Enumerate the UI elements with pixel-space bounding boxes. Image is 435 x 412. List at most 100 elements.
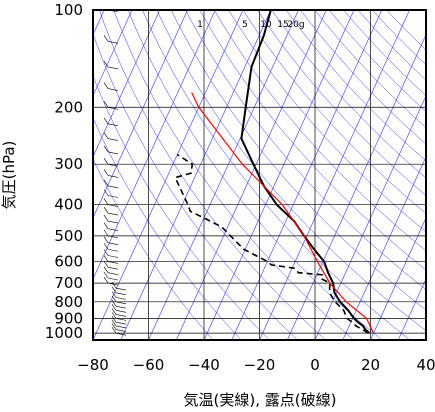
dry-adiabat-line: [156, 10, 426, 332]
isotherm-line: [93, 10, 216, 280]
mixing-ratio-label: 15: [277, 20, 288, 30]
dry-adiabat-line: [93, 33, 298, 340]
wind-barb-flag: [103, 206, 109, 214]
wind-barb-flag: [103, 145, 109, 153]
y-tick-label: 800: [54, 293, 83, 311]
isotherm-line: [397, 278, 426, 340]
wind-barb: [115, 321, 127, 325]
wind-barb: [107, 195, 119, 198]
wind-barb: [115, 332, 127, 336]
wind-barb-flag: [103, 158, 109, 165]
wind-barb: [115, 314, 127, 317]
wind-barb: [107, 204, 119, 207]
wind-barb-flag: [111, 295, 117, 303]
isotherm-line: [314, 95, 426, 340]
wind-barb-flag: [103, 222, 109, 229]
isotherm-line: [148, 10, 299, 340]
mixing-ratio-label: 5: [242, 20, 248, 30]
dry-adiabat-line: [113, 10, 354, 340]
wind-barb: [107, 266, 119, 270]
wind-barb: [107, 66, 119, 70]
wind-barb: [115, 301, 127, 305]
dry-adiabat-line: [199, 10, 426, 271]
wind-barb: [107, 175, 119, 178]
wind-barb-flag: [111, 304, 117, 311]
y-tick-label: 900: [54, 309, 83, 327]
wind-barb-flag: [103, 261, 109, 268]
dry-adiabat-line: [300, 10, 426, 145]
wind-barb-flag: [103, 179, 109, 186]
mixing-ratio-label: 10: [260, 20, 272, 30]
wind-barb-flag: [103, 271, 109, 279]
wind-barb: [107, 163, 119, 167]
wind-barb: [115, 297, 127, 300]
y-tick-label: 600: [54, 252, 83, 270]
wind-barb-flag: [103, 117, 109, 124]
y-tick-label: 400: [54, 196, 83, 214]
wind-barb: [115, 305, 127, 309]
plot-frame: [92, 9, 427, 341]
wind-barb: [115, 329, 127, 332]
wind-barb-flag: [111, 291, 117, 298]
wind-barb: [107, 248, 119, 252]
wind-barb: [107, 41, 119, 44]
dry-adiabat-line: [285, 10, 426, 162]
wind-barb-flag: [111, 323, 117, 330]
wind-barb: [107, 185, 119, 189]
wind-barb-flag: [103, 60, 109, 68]
x-tick-label: −80: [77, 356, 109, 374]
wind-barb-flag: [111, 286, 117, 293]
wind-barb-flag: [103, 243, 109, 250]
isotherm-line: [93, 10, 161, 158]
wind-barb-flag: [103, 229, 109, 237]
mixing-ratio-label: 1: [197, 20, 203, 30]
wind-barb-flag: [103, 236, 109, 243]
wind-barb: [115, 310, 127, 313]
wind-barb-flag: [103, 101, 109, 108]
dry-adiabat-line: [93, 158, 214, 340]
wind-barb: [107, 220, 119, 224]
wind-barb: [107, 228, 119, 231]
dry-adiabat-line: [142, 10, 411, 340]
dry-adiabat-line: [170, 10, 426, 311]
x-tick-label: 0: [310, 356, 320, 374]
wind-barb: [107, 123, 119, 127]
dry-adiabat-line: [257, 10, 426, 196]
y-tick-label: 500: [54, 227, 83, 245]
dry-adiabat-line: [242, 10, 426, 214]
wind-barb-flag: [111, 299, 117, 307]
dry-adiabat-line: [228, 10, 426, 233]
wind-barb: [107, 138, 119, 141]
isotherm-line: [370, 217, 426, 340]
y-tick-label: 300: [54, 155, 83, 173]
wind-barb-flag: [103, 198, 109, 205]
wind-barb-flag: [103, 276, 109, 284]
y-tick-label: 100: [54, 1, 83, 19]
dry-adiabat-line: [214, 10, 426, 252]
y-tick-label: 1000: [45, 324, 83, 342]
wind-barb: [115, 318, 127, 321]
x-tick-labels: −80 −60 −40 −20 0 20 40: [77, 356, 435, 374]
wind-barb: [107, 277, 119, 281]
isotherm-line: [231, 10, 383, 340]
parcel-line: [191, 92, 375, 334]
isotherm-line: [203, 10, 355, 340]
wind-barb: [107, 282, 119, 286]
wind-barb-flag: [103, 132, 109, 139]
wind-barb-flag: [103, 35, 109, 42]
temperature-line: [240, 10, 371, 334]
wind-barb-flag: [103, 189, 109, 196]
x-tick-label: −60: [133, 356, 165, 374]
wind-barb-flag: [111, 326, 117, 334]
wind-barb: [107, 242, 119, 246]
dewpoint-line: [174, 153, 369, 334]
wind-barb: [115, 287, 127, 291]
y-tick-label: 700: [54, 274, 83, 292]
wind-barb: [107, 106, 119, 110]
wind-barb-flag: [111, 281, 117, 289]
wind-barb: [107, 151, 119, 155]
